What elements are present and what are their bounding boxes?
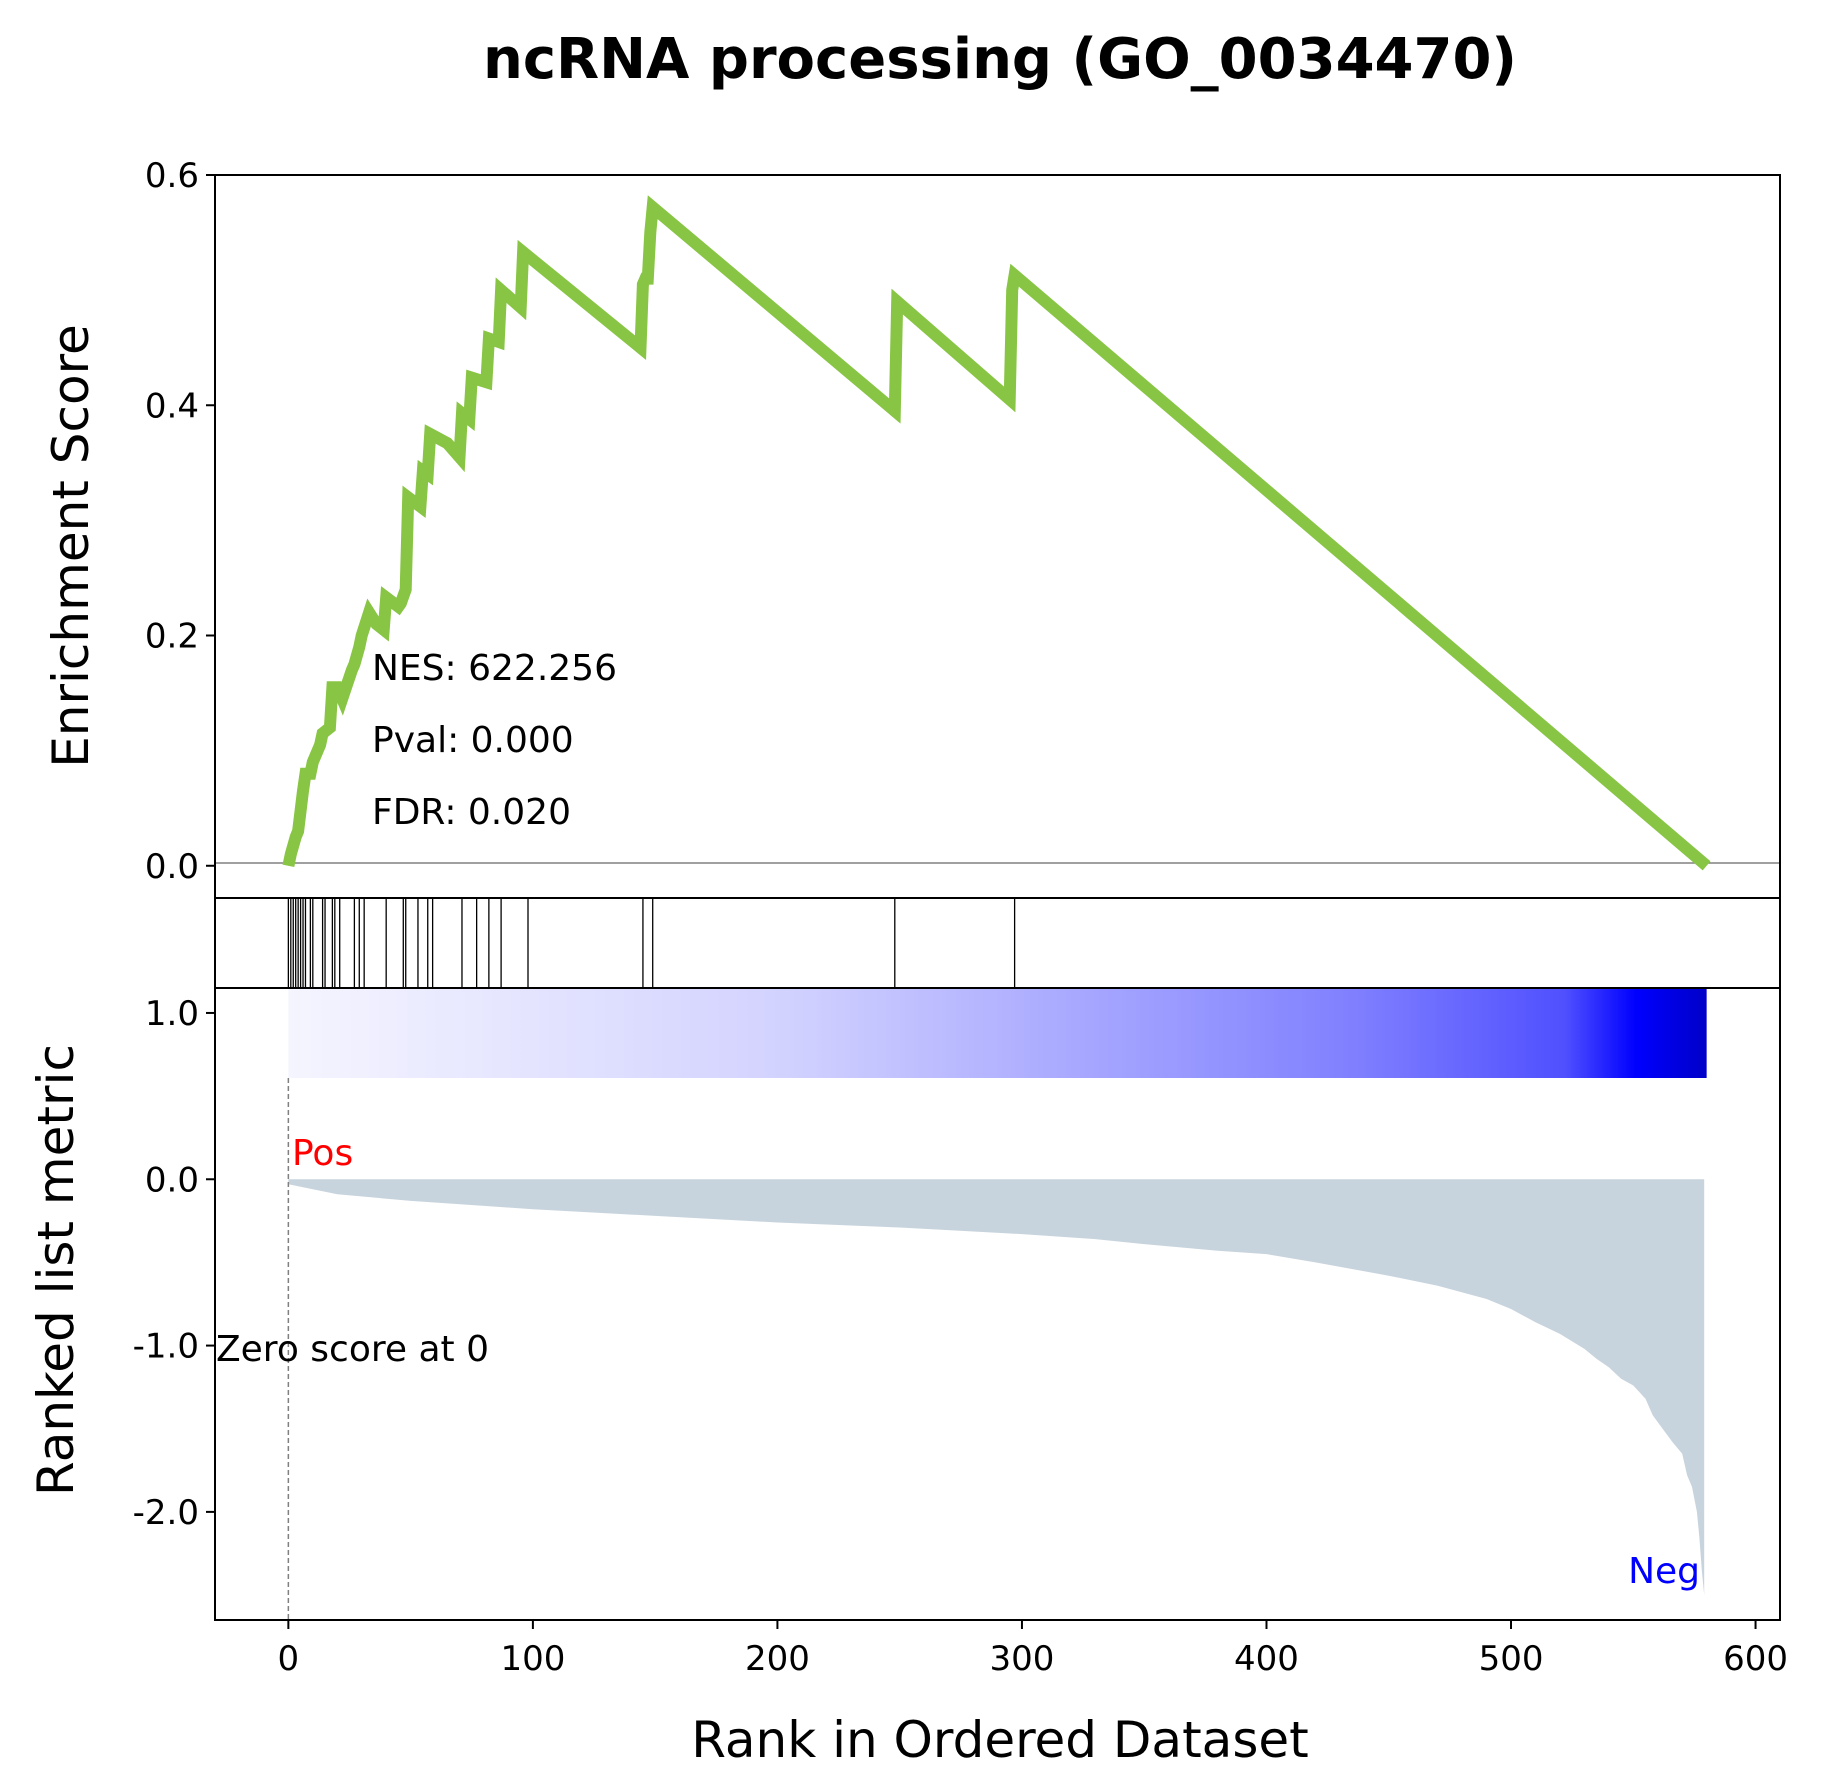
rank-y-label: Ranked list metric — [27, 1044, 85, 1496]
hit-marker-panel — [287, 898, 1016, 988]
enrichment-panel: 0.0 0.2 0.4 0.6 NES: 622.256 Pval: 0.000 FD… — [42, 156, 1780, 887]
ranked-metric-area — [288, 1179, 1705, 1596]
ranked-metric-panel: 1.0 0.0 -1.0 -2.0 Pos Neg Zero score at 0 R… — [27, 988, 1707, 1620]
neg-label: Neg — [1628, 1551, 1700, 1592]
enrichment-score-line — [282, 195, 1711, 871]
x-tick-label: 100 — [500, 1639, 565, 1679]
fdr-annotation: FDR: 0.020 — [372, 792, 571, 833]
x-tick-label: 200 — [745, 1639, 810, 1679]
x-tick-label: 600 — [1723, 1639, 1788, 1679]
x-tick-label: 300 — [990, 1639, 1055, 1679]
rank-y-axis: 1.0 0.0 -1.0 -2.0 — [133, 994, 215, 1533]
x-tick-label: 0 — [278, 1639, 300, 1679]
rank-y-tick-label: -2.0 — [133, 1493, 199, 1533]
zero-score-label: Zero score at 0 — [216, 1329, 489, 1370]
rank-y-tick-label: -1.0 — [133, 1327, 199, 1367]
x-axis-label: Rank in Ordered Dataset — [691, 1711, 1308, 1769]
es-y-label: Enrichment Score — [42, 324, 100, 768]
es-y-tick-label: 0.6 — [145, 156, 199, 196]
es-y-axis: 0.0 0.2 0.4 0.6 — [145, 156, 215, 887]
chart-title: ncRNA processing (GO_0034470) — [483, 27, 1517, 92]
es-y-tick-label: 0.2 — [145, 617, 199, 657]
rank-colorbar — [288, 988, 1707, 1078]
rank-y-tick-label: 0.0 — [145, 1160, 199, 1200]
es-y-tick-label: 0.0 — [145, 847, 199, 887]
ranked-frame — [214, 987, 1781, 1621]
pval-annotation: Pval: 0.000 — [372, 720, 574, 761]
pos-label: Pos — [292, 1133, 353, 1174]
es-y-tick-label: 0.4 — [145, 386, 199, 426]
nes-annotation: NES: 622.256 — [372, 648, 617, 689]
x-tick-label: 500 — [1479, 1639, 1544, 1679]
rank-y-tick-label: 1.0 — [145, 994, 199, 1034]
x-tick-label: 400 — [1234, 1639, 1299, 1679]
hits-frame — [214, 897, 1781, 989]
x-axis: 0 100 200 300 400 500 600 — [278, 1620, 1788, 1679]
enrichment-frame — [214, 174, 1781, 899]
